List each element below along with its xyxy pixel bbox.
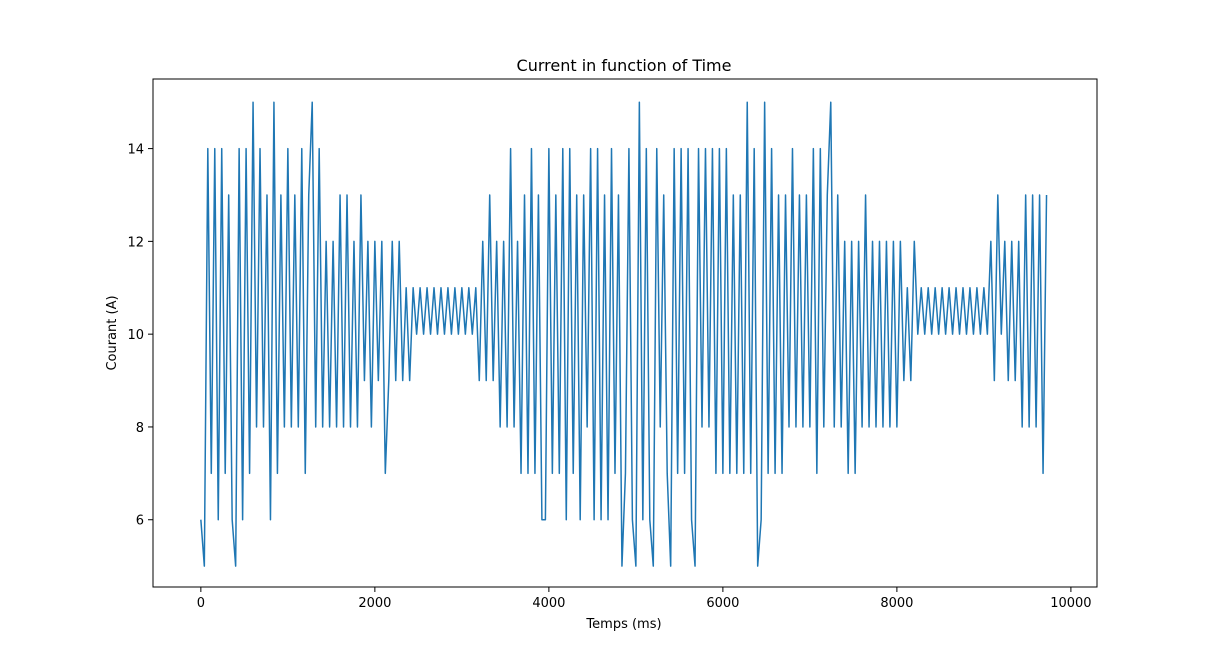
x-tick-label: 8000 [880,596,913,611]
axes-frame [152,78,1098,588]
y-tick-label: 6 [136,514,144,529]
axes: 0 2000 4000 6000 8000 10000 6 8 10 12 14 [127,78,1098,611]
x-tick-label: 0 [197,596,205,611]
x-tick-label: 10000 [1050,596,1091,611]
plot-area [200,101,1048,567]
y-tick-label: 14 [127,143,144,158]
series-line [200,101,1048,567]
y-tick-label: 10 [127,328,144,343]
x-tick-label: 4000 [532,596,565,611]
x-axis-label: Temps (ms) [585,617,661,632]
chart-title: Current in function of Time [517,56,732,75]
y-tick-label: 12 [127,235,144,250]
x-tick-label: 6000 [706,596,739,611]
y-axis-label: Courant (A) [105,295,120,370]
y-tick-label: 8 [136,421,144,436]
x-tick-label: 2000 [358,596,391,611]
